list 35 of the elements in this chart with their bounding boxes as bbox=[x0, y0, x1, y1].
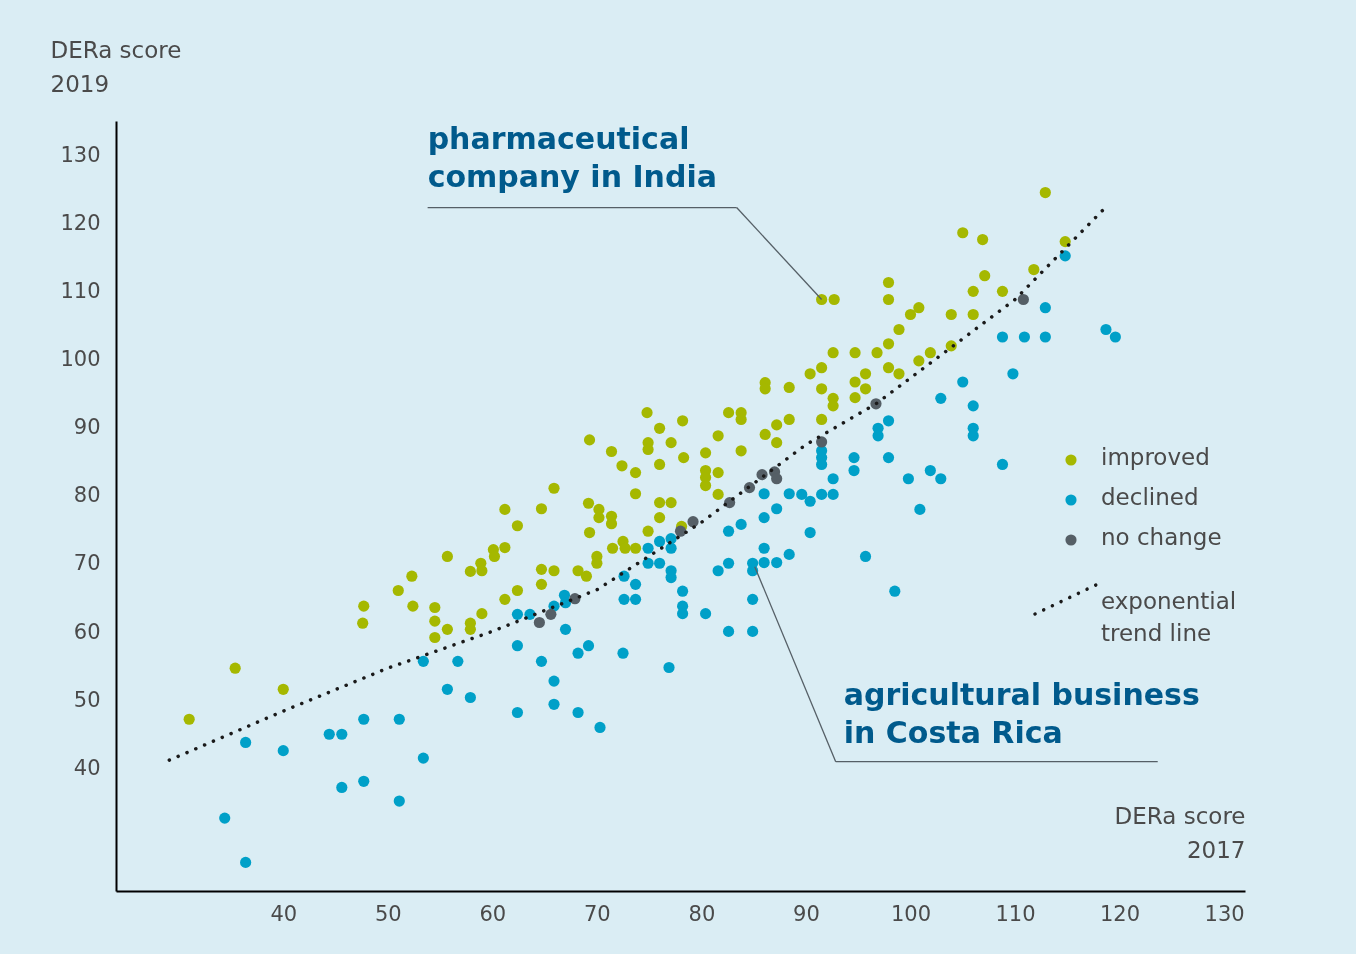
x-tick-label: 80 bbox=[688, 901, 716, 926]
x-tick-label: 60 bbox=[479, 901, 507, 926]
y-tick-label: 50 bbox=[73, 687, 101, 712]
legend-label: improved bbox=[1101, 444, 1210, 470]
y-tick-label: 100 bbox=[60, 347, 101, 371]
x-tick-label: 90 bbox=[793, 901, 820, 926]
annotation: pharmaceutical company in India bbox=[427, 120, 717, 194]
y-tick-label: 110 bbox=[60, 278, 101, 303]
y-axis-title: DERa score 2019 bbox=[50, 36, 182, 97]
annotation: agricultural business in Costa Rica bbox=[843, 676, 1200, 750]
x-tick-label: 50 bbox=[374, 901, 402, 926]
y-tick-label: 80 bbox=[73, 483, 101, 508]
x-tick-label: 40 bbox=[270, 901, 298, 926]
y-tick-label: 130 bbox=[60, 142, 101, 167]
y-tick-label: 90 bbox=[73, 415, 101, 440]
x-tick-label: 70 bbox=[584, 901, 611, 926]
y-tick-label: 60 bbox=[73, 619, 101, 644]
y-tick-label: 40 bbox=[73, 755, 101, 780]
y-tick-label: 120 bbox=[60, 210, 101, 235]
point bbox=[1017, 293, 1029, 306]
point bbox=[533, 616, 545, 629]
legend-label: exponential trend line bbox=[1101, 588, 1237, 646]
point bbox=[687, 516, 699, 528]
point bbox=[771, 473, 783, 485]
point bbox=[545, 608, 557, 620]
x-tick-label: 100 bbox=[890, 901, 932, 926]
point bbox=[816, 436, 828, 448]
x-tick-label: 120 bbox=[1100, 901, 1141, 926]
y-tick-label: 70 bbox=[73, 551, 101, 576]
point bbox=[674, 525, 687, 537]
x-tick-label: 130 bbox=[1204, 901, 1245, 926]
legend-label: no change bbox=[1101, 524, 1222, 550]
x-axis-title: DERa score 2017 bbox=[1114, 802, 1246, 863]
legend-label: declined bbox=[1101, 484, 1199, 510]
x-tick-label: 110 bbox=[995, 901, 1036, 926]
